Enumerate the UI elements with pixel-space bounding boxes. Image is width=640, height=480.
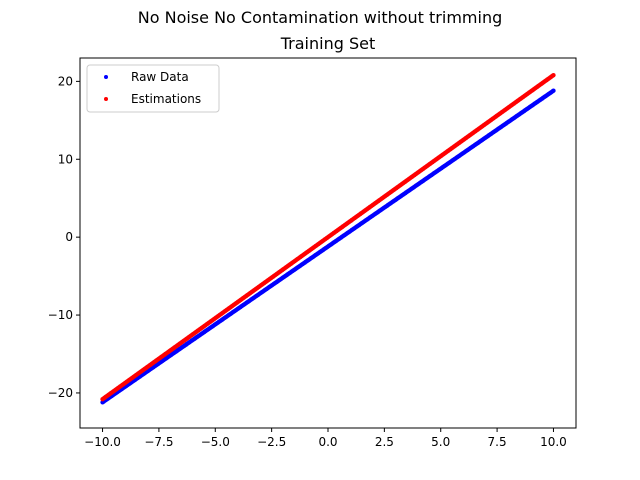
point-estimations (551, 72, 556, 78)
y-tick-label: −20 (48, 386, 73, 400)
legend-box (86, 64, 220, 113)
x-tick-label: −7.5 (144, 435, 173, 449)
legend: Raw Data Estimations (86, 64, 220, 113)
y-tick-label: 20 (58, 74, 73, 88)
x-tick-label: 5.0 (431, 435, 450, 449)
x-tick-label: 10.0 (540, 435, 567, 449)
y-tick-label: −10 (48, 308, 73, 322)
figure-suptitle: No Noise No Contamination without trimmi… (137, 8, 503, 27)
x-tick-label: 2.5 (375, 435, 394, 449)
chart-title: Training Set (280, 34, 376, 53)
y-axis-ticks: −20 −10 0 10 20 (48, 74, 80, 400)
x-tick-label: 0.0 (318, 435, 337, 449)
y-tick-label: 10 (58, 152, 73, 166)
legend-label-raw-data: Raw Data (131, 70, 189, 84)
legend-marker-estimations (104, 97, 108, 101)
y-tick-label: 0 (65, 230, 73, 244)
x-axis-ticks: −10.0 −7.5 −5.0 −2.5 0.0 2.5 5.0 7.5 10.0 (84, 428, 567, 449)
point-raw-data (551, 88, 556, 93)
x-tick-label: −10.0 (84, 435, 121, 449)
x-tick-label: −2.5 (257, 435, 286, 449)
x-tick-label: −5.0 (201, 435, 230, 449)
legend-marker-raw-data (104, 75, 108, 79)
legend-label-estimations: Estimations (131, 92, 201, 106)
points-layer (100, 72, 556, 405)
x-tick-label: 7.5 (488, 435, 507, 449)
